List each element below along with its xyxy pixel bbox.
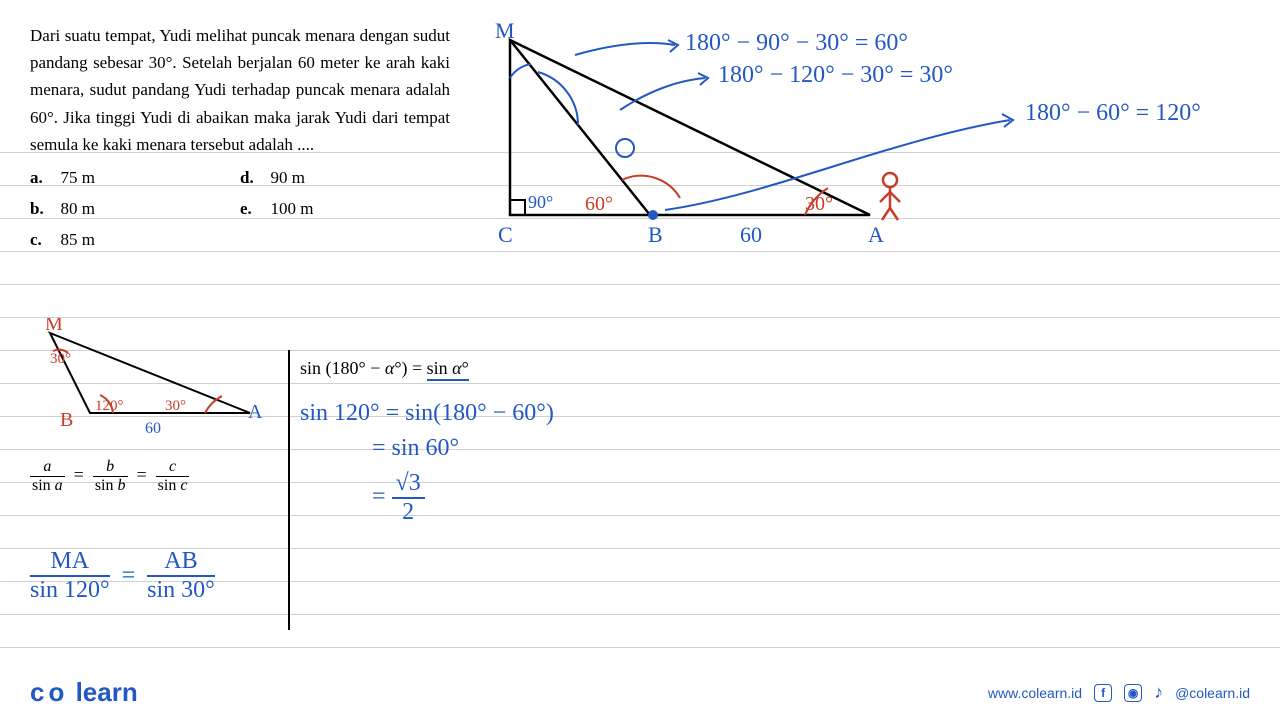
arrow1 bbox=[575, 43, 675, 55]
label-60: 60° bbox=[585, 193, 613, 215]
instagram-icon: ◉ bbox=[1124, 684, 1142, 702]
small-a: A bbox=[248, 401, 263, 423]
label-m: M bbox=[495, 20, 515, 43]
calc1: 180° − 90° − 30° = 60° bbox=[685, 30, 908, 56]
footer: co learn www.colearn.id f ◉ ♪ @colearn.i… bbox=[0, 677, 1280, 708]
work-block: sin 120° = sin(180° − 60°) = sin 60° = √… bbox=[300, 400, 554, 526]
tiktok-icon: ♪ bbox=[1154, 682, 1163, 703]
work2: = sin 60° bbox=[372, 435, 554, 462]
options-grid: a. 75 m d. 90 m b. 80 m e. 100 m c. 85 m bbox=[30, 164, 450, 254]
arc-top bbox=[510, 64, 531, 78]
label-a: A bbox=[868, 222, 884, 247]
option-b: b. 80 m bbox=[30, 195, 240, 222]
sine-rule-formula: asin a = bsin b = csin c bbox=[30, 458, 189, 495]
label-c: C bbox=[498, 222, 513, 247]
identity-formula: sin (180° − α°) = sin α° bbox=[300, 358, 469, 379]
label-30: 30° bbox=[805, 193, 833, 215]
option-e: e. 100 m bbox=[240, 195, 450, 222]
small-diagram: M 30° B 120° 30° A 60 bbox=[30, 318, 270, 448]
footer-handle: @colearn.id bbox=[1175, 685, 1250, 701]
circle-marker bbox=[616, 139, 634, 157]
dot-b bbox=[649, 211, 657, 219]
option-c: c. 85 m bbox=[30, 226, 240, 253]
calc3: 180° − 60° = 120° bbox=[1025, 100, 1201, 126]
proportion-formula: MA sin 120° = AB sin 30° bbox=[30, 548, 215, 604]
footer-right: www.colearn.id f ◉ ♪ @colearn.id bbox=[988, 682, 1250, 703]
calc2: 180° − 120° − 30° = 30° bbox=[718, 62, 953, 88]
option-a: a. 75 m bbox=[30, 164, 240, 191]
line-mb bbox=[510, 40, 650, 215]
work3: = √32 bbox=[372, 470, 554, 526]
small-30bot: 30° bbox=[165, 398, 186, 414]
stick-figure-icon bbox=[880, 173, 900, 220]
small-m: M bbox=[45, 318, 63, 335]
small-b: B bbox=[60, 409, 73, 431]
work1: sin 120° = sin(180° − 60°) bbox=[300, 400, 554, 427]
arrow3 bbox=[665, 120, 1010, 210]
small-triangle bbox=[50, 333, 250, 413]
arrow2 bbox=[620, 78, 705, 110]
arrow1-head bbox=[668, 40, 678, 52]
label-90: 90° bbox=[528, 192, 553, 212]
vertical-divider bbox=[288, 350, 290, 630]
logo: co learn bbox=[30, 677, 138, 708]
footer-url: www.colearn.id bbox=[988, 685, 1082, 701]
small-120: 120° bbox=[95, 398, 124, 414]
right-angle-mark bbox=[510, 200, 525, 215]
small-60: 60 bbox=[145, 420, 161, 437]
label-side60: 60 bbox=[740, 222, 762, 247]
label-b: B bbox=[648, 222, 663, 247]
main-diagram: M C B A 60 90° 60° 30° 180° − 90° − 30° … bbox=[470, 20, 1270, 270]
option-d: d. 90 m bbox=[240, 164, 450, 191]
arc-60 bbox=[622, 176, 680, 198]
facebook-icon: f bbox=[1094, 684, 1112, 702]
question-text: Dari suatu tempat, Yudi melihat puncak m… bbox=[30, 26, 450, 154]
small-30top: 30° bbox=[50, 351, 71, 367]
question-block: Dari suatu tempat, Yudi melihat puncak m… bbox=[30, 22, 450, 254]
